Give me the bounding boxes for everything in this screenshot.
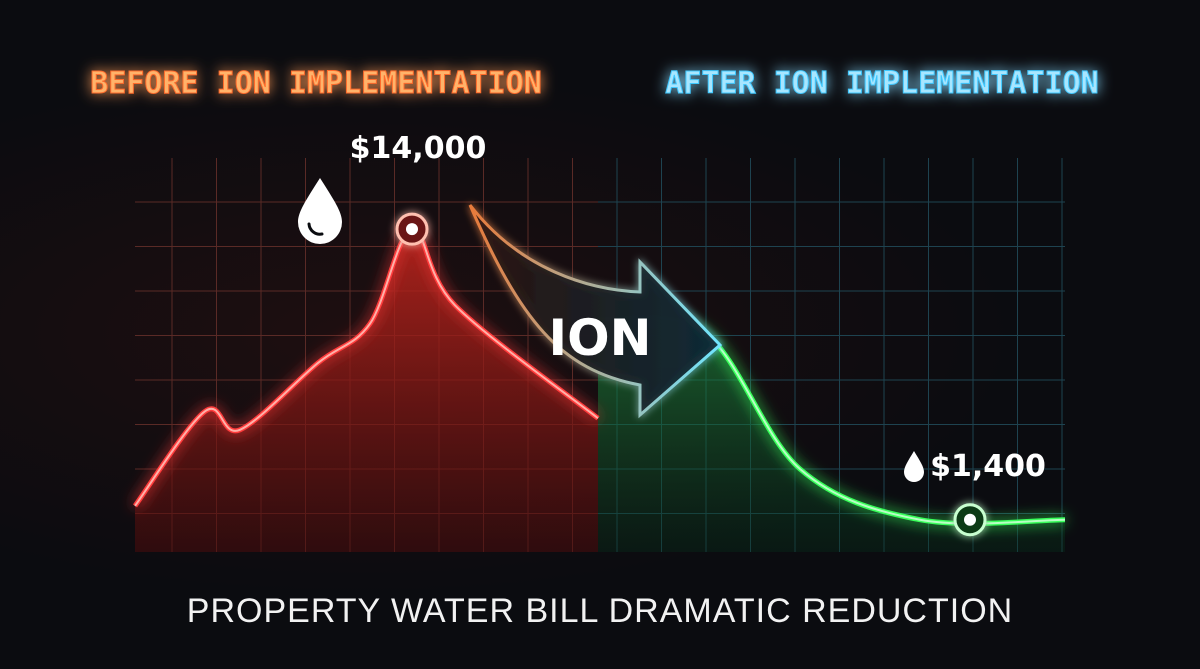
before-area bbox=[135, 229, 598, 553]
ion-arrow bbox=[468, 204, 723, 419]
final-value-label: $1,400 bbox=[930, 449, 1046, 484]
axes bbox=[133, 55, 1065, 554]
after-panel-title: AFTER ION IMPLEMENTATION bbox=[665, 66, 1098, 101]
peak-marker-dot bbox=[406, 223, 418, 236]
areas bbox=[132, 226, 1066, 553]
peak-value-label: $14,000 bbox=[350, 131, 487, 166]
final-marker-dot bbox=[964, 513, 976, 526]
chart-caption: PROPERTY WATER BILL DRAMATIC REDUCTION bbox=[187, 592, 1013, 630]
after-area bbox=[598, 317, 1065, 552]
small-water-drop-icon bbox=[904, 451, 924, 482]
before-panel-title: BEFORE ION IMPLEMENTATION bbox=[90, 66, 542, 101]
before-series-core bbox=[134, 228, 599, 507]
ion-label: ION bbox=[549, 309, 652, 367]
marks bbox=[395, 212, 987, 537]
